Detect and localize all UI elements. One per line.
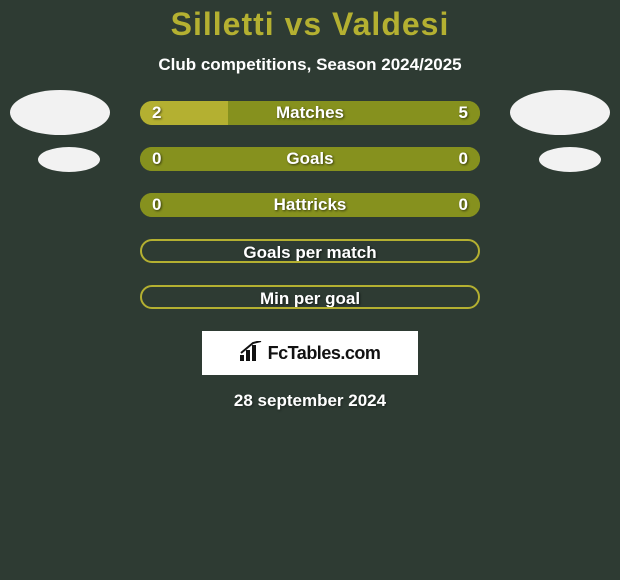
stats-rows: Matches25Goals00Hattricks00Goals per mat… (0, 101, 620, 309)
stat-label: Hattricks (140, 193, 480, 217)
stat-label: Goals (140, 147, 480, 171)
stat-label: Goals per match (142, 241, 478, 263)
stat-row: Min per goal (0, 285, 620, 309)
stat-bar: Goals0 0 (140, 147, 480, 171)
page-title: Silletti vs Valdesi (0, 0, 620, 43)
stat-value-right: 5 (459, 101, 468, 125)
team-crest-right (510, 90, 610, 135)
stat-value-right: 0 (459, 147, 468, 171)
stat-row: Goals per match (0, 239, 620, 263)
team-crest-right-small (539, 147, 601, 172)
stat-value-left: 0 (152, 147, 161, 171)
stat-bar: Min per goal (140, 285, 480, 309)
stat-value-left: 2 (152, 101, 161, 125)
stat-value-right: 0 (459, 193, 468, 217)
stat-row: Matches2 5 (0, 101, 620, 125)
brand-badge: FcTables.com (202, 331, 418, 375)
stat-row: Hattricks0 0 (0, 193, 620, 217)
stat-bar: Matches2 5 (140, 101, 480, 125)
stat-bar: Goals per match (140, 239, 480, 263)
brand-icon (240, 341, 262, 366)
comparison-card: Silletti vs Valdesi Club competitions, S… (0, 0, 620, 580)
team-crest-left (10, 90, 110, 135)
snapshot-date: 28 september 2024 (0, 391, 620, 411)
stat-bar: Hattricks0 0 (140, 193, 480, 217)
stat-row: Goals0 0 (0, 147, 620, 171)
stat-label: Matches (140, 101, 480, 125)
stat-value-left: 0 (152, 193, 161, 217)
team-crest-left-small (38, 147, 100, 172)
page-subtitle: Club competitions, Season 2024/2025 (0, 55, 620, 75)
stat-label: Min per goal (142, 287, 478, 309)
brand-text: FcTables.com (268, 343, 381, 364)
